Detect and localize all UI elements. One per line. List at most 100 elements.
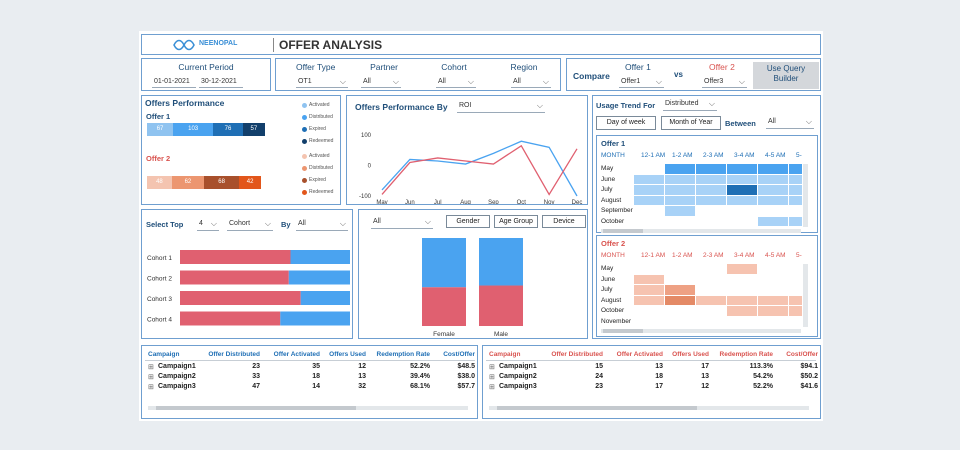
- legend-label: Distributed: [309, 165, 333, 171]
- heatmap-cell: [696, 206, 726, 216]
- offer2-heatmap-title: Offer 2: [601, 239, 626, 248]
- offer1-dropdown[interactable]: Offer1 ⌵: [619, 77, 664, 88]
- day-of-week-button[interactable]: Day of week: [596, 116, 656, 130]
- heatmap-cell: [727, 285, 757, 295]
- column-header: Redemption Rate: [719, 351, 773, 358]
- heatmap-cell: [789, 274, 802, 284]
- cohort-dropdown[interactable]: All ⌵: [436, 77, 476, 88]
- heatmap-cell: [696, 295, 726, 305]
- expand-icon: ⊞: [489, 364, 495, 371]
- heatmap-cell: [789, 195, 802, 205]
- query-builder-button[interactable]: Use Query Builder: [753, 62, 819, 89]
- scroll-thumb: [156, 406, 356, 410]
- table-cell: $38.0: [457, 373, 475, 380]
- between-dropdown[interactable]: All ⌵: [766, 117, 814, 129]
- offer2-dropdown[interactable]: Offer3 ⌵: [702, 77, 747, 88]
- heatmap-cell: [665, 295, 695, 305]
- x-tick-label: Dec: [572, 200, 583, 204]
- category-label: Cohort 3: [147, 296, 172, 303]
- bar-segment: [290, 250, 350, 264]
- vertical-scrollbar: [803, 264, 808, 327]
- heatmap-cell: [696, 264, 726, 274]
- device-button[interactable]: Device: [542, 215, 586, 228]
- table-cell: 113.3%: [749, 363, 773, 370]
- heatmap-cell: [634, 185, 664, 195]
- partner-label: Partner: [370, 62, 398, 72]
- partner-dropdown[interactable]: All ⌵: [361, 77, 401, 88]
- select-top-panel: Select Top 4 ⌵ Cohort ⌵ By All ⌵ Cohort 1 Co…: [141, 209, 353, 339]
- heatmap-row-label: July: [601, 286, 613, 293]
- hour-column-header: 2-3 AM: [703, 152, 724, 159]
- heatmap-cell: [758, 185, 788, 195]
- table-cell: 13: [358, 373, 366, 380]
- heatmap-cell: [727, 206, 757, 216]
- partner-value: All: [363, 78, 371, 85]
- offer-type-dropdown[interactable]: OT1 ⌵: [296, 77, 348, 88]
- heatmap-cell: [696, 216, 726, 226]
- expand-icon: ⊞: [148, 364, 154, 371]
- heatmap-cell: [758, 216, 788, 226]
- heatmap-cell: [727, 264, 757, 274]
- heatmap-cell: [789, 185, 802, 195]
- heatmap-cell: [634, 274, 664, 284]
- legend-item: Redeemed: [302, 189, 333, 195]
- x-tick-label: Jun: [405, 200, 415, 204]
- cohort-value: All: [438, 78, 446, 85]
- period-end-input[interactable]: 30-12-2021: [199, 78, 243, 88]
- heatmap-cell: [634, 316, 664, 326]
- table-cell: $41.6: [800, 383, 818, 390]
- top-count-dropdown[interactable]: 4 ⌵: [197, 219, 219, 231]
- series-line: [381, 140, 578, 197]
- region-dropdown[interactable]: All ⌵: [511, 77, 551, 88]
- perf-bar-segment: 68: [204, 176, 240, 189]
- perf-bar-segment: 62: [171, 176, 204, 189]
- heatmap-row-label: July: [601, 186, 613, 193]
- perf-bar-segment: 76: [213, 123, 243, 136]
- chevron-down-icon: ⌵: [339, 219, 346, 228]
- gender-button[interactable]: Gender: [446, 215, 490, 228]
- heatmap-cell: [758, 274, 788, 284]
- offer2-perf-label: Offer 2: [146, 154, 171, 163]
- by-label: By: [281, 220, 291, 229]
- age-group-button[interactable]: Age Group: [494, 215, 538, 228]
- heatmap-cell: [758, 306, 788, 316]
- category-label: Male: [494, 331, 508, 338]
- campaign-table-offer2: Campaign Offer Distributed Offer Activated…: [482, 345, 821, 419]
- offer1-value: Offer1: [621, 78, 641, 85]
- by-dropdown[interactable]: All ⌵: [296, 219, 348, 231]
- usage-trend-dropdown[interactable]: Distributed ⌵: [663, 99, 717, 111]
- x-tick-label: May: [376, 200, 387, 204]
- demographic-panel: All ⌵ Gender Age Group Device Female Male: [358, 209, 588, 339]
- heatmap-row-label: May: [601, 265, 614, 272]
- table-cell: 33: [252, 373, 260, 380]
- table-cell: 14: [312, 383, 320, 390]
- heatmap-cell: [758, 295, 788, 305]
- heatmap-cell: [634, 174, 664, 184]
- table-cell: 13: [701, 373, 709, 380]
- expand-icon: ⊞: [489, 374, 495, 381]
- heatmap-cell: [696, 174, 726, 184]
- x-tick-label: Aug: [460, 200, 471, 204]
- heatmap-cell: [665, 195, 695, 205]
- demographic-filter-dropdown[interactable]: All ⌵: [371, 217, 433, 229]
- dimension-dropdown[interactable]: Cohort ⌵: [227, 219, 273, 231]
- column-header: Offer Distributed: [208, 351, 260, 358]
- legend-item: Expired: [302, 126, 326, 132]
- select-top-label: Select Top: [146, 220, 184, 229]
- header-divider: [486, 360, 816, 361]
- table-cell: $50.2: [800, 373, 818, 380]
- offer1-legend: Activated Distributed Expired Redeemed: [302, 102, 342, 152]
- metric-dropdown[interactable]: ROI ⌵: [457, 101, 545, 113]
- period-start-input[interactable]: 01-01-2021: [152, 78, 196, 88]
- heatmap-cell: [727, 316, 757, 326]
- heatmap-cell: [789, 206, 802, 216]
- scroll-thumb: [603, 329, 643, 333]
- bar-segment: [280, 311, 350, 326]
- hour-column-header: 12-1 AM: [641, 252, 666, 259]
- month-of-year-button[interactable]: Month of Year: [661, 116, 721, 130]
- hour-column-header: 2-3 AM: [703, 252, 724, 259]
- legend-item: Redeemed: [302, 138, 333, 144]
- line-chart: 100 0 -100 May Jun Jul Aug Sep Oct Nov Dec: [359, 133, 583, 204]
- performance-by-panel: Offers Performance By ROI ⌵ 100 0 -100 May Ju…: [346, 95, 588, 205]
- table-cell: Campaign2: [499, 373, 537, 380]
